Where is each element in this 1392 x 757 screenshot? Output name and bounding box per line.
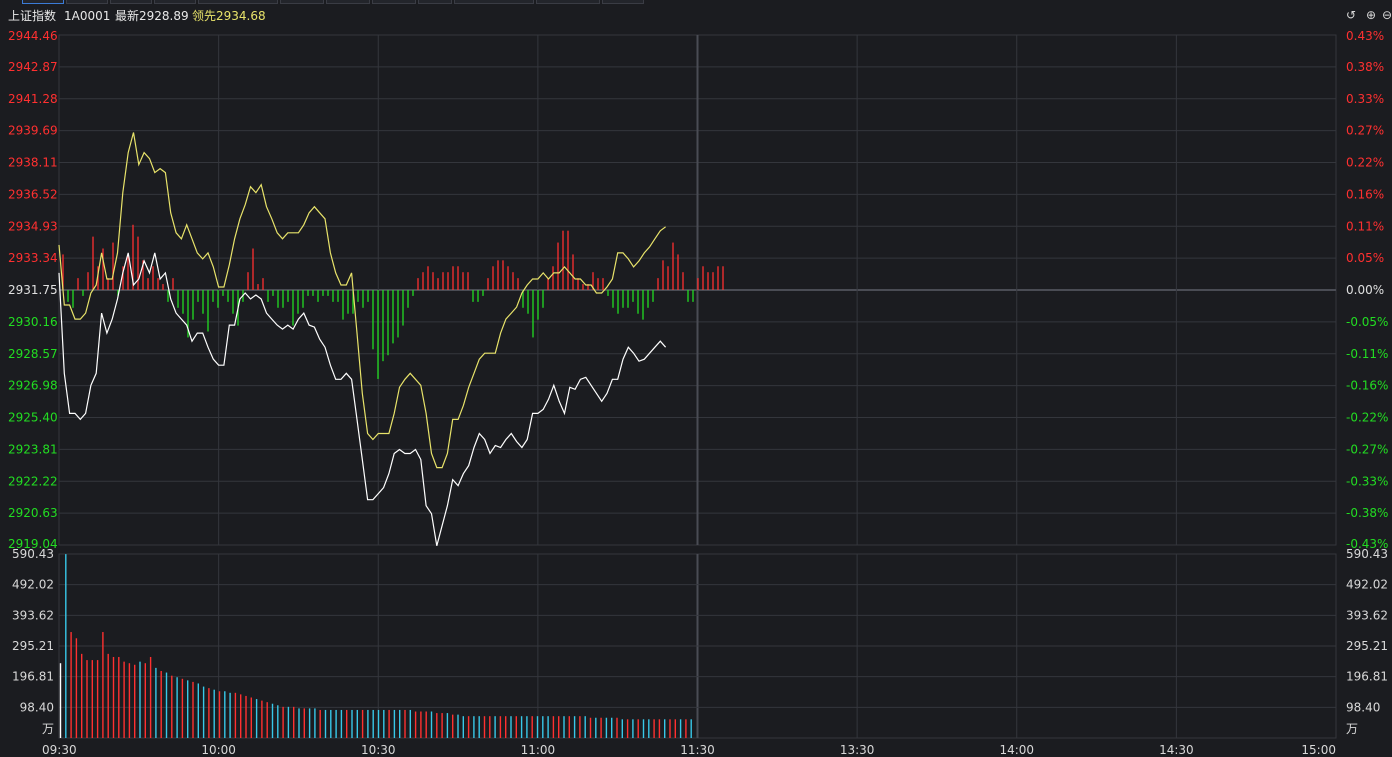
y-tick-label-right: 0.27% bbox=[1346, 124, 1384, 138]
y-tick-label-left: 2931.75 bbox=[8, 283, 58, 297]
latest-value: 最新2928.89 bbox=[115, 9, 189, 23]
y-tick-label-left: 2942.87 bbox=[8, 60, 58, 74]
volume-tick-label-right: 492.02 bbox=[1346, 578, 1388, 592]
latest-price-line bbox=[58, 252, 667, 546]
volume-tick-label-right: 393.62 bbox=[1346, 608, 1388, 622]
volume-tick-label-left: 98.40 bbox=[20, 700, 54, 714]
y-tick-label-right: 0.22% bbox=[1346, 156, 1384, 170]
y-tick-label-right: 0.05% bbox=[1346, 251, 1384, 265]
index-code: 1A0001 bbox=[64, 9, 111, 23]
y-tick-label-right: 0.43% bbox=[1346, 29, 1384, 43]
y-tick-label-left: 2941.28 bbox=[8, 92, 58, 106]
y-tick-label-right: -0.16% bbox=[1346, 379, 1388, 393]
y-tick-label-right: 0.38% bbox=[1346, 60, 1384, 74]
x-tick-label: 14:00 bbox=[999, 743, 1034, 757]
tab-stub[interactable] bbox=[372, 0, 416, 4]
top-strip bbox=[0, 0, 1392, 5]
x-tick-label: 11:00 bbox=[521, 743, 556, 757]
y-tick-label-right: -0.27% bbox=[1346, 442, 1388, 456]
tab-stub[interactable] bbox=[280, 0, 324, 4]
y-tick-label-left: 2938.11 bbox=[8, 156, 58, 170]
volume-tick-label-left: 492.02 bbox=[12, 578, 54, 592]
lead-value: 领先2934.68 bbox=[192, 9, 266, 23]
lead-price-line bbox=[58, 132, 666, 469]
tab-stub[interactable] bbox=[454, 0, 534, 4]
y-tick-label-right: 0.16% bbox=[1346, 187, 1384, 201]
volume-tick-label-right: 196.81 bbox=[1346, 670, 1388, 684]
volume-tick-label-left: 393.62 bbox=[12, 608, 54, 622]
y-tick-label-right: -0.22% bbox=[1346, 411, 1388, 425]
y-tick-label-right: -0.33% bbox=[1346, 474, 1388, 488]
tab-stub[interactable] bbox=[418, 0, 452, 4]
y-tick-label-left: 2936.52 bbox=[8, 187, 58, 201]
tab-stub[interactable] bbox=[66, 0, 108, 4]
tab-stub[interactable] bbox=[110, 0, 152, 4]
zoom-in-icon[interactable]: ⊕ bbox=[1365, 8, 1377, 22]
volume-unit-right: 万 bbox=[1346, 722, 1358, 736]
y-tick-label-right: -0.05% bbox=[1346, 315, 1388, 329]
y-tick-label-left: 2933.34 bbox=[8, 251, 58, 265]
index-name: 上证指数 bbox=[8, 9, 57, 23]
y-tick-label-right: -0.43% bbox=[1346, 537, 1388, 551]
y-tick-label-left: 2930.16 bbox=[8, 315, 58, 329]
x-tick-label: 14:30 bbox=[1159, 743, 1194, 757]
volume-tick-label-left: 590.43 bbox=[12, 547, 54, 561]
x-tick-label: 15:00 bbox=[1301, 743, 1336, 757]
y-tick-label-left: 2925.40 bbox=[8, 411, 58, 425]
y-tick-label-left: 2923.81 bbox=[8, 442, 58, 456]
tab-stub-active[interactable] bbox=[22, 0, 64, 4]
chart-header: 上证指数 1A0001 最新2928.89 领先2934.68 bbox=[0, 6, 1392, 26]
x-tick-label: 11:30 bbox=[680, 743, 715, 757]
zoom-out-icon[interactable]: ⊖ bbox=[1382, 8, 1392, 22]
y-tick-label-left: 2934.93 bbox=[8, 219, 58, 233]
x-tick-label: 13:30 bbox=[840, 743, 875, 757]
y-tick-label-left: 2944.46 bbox=[8, 29, 58, 43]
volume-tick-label-right: 295.21 bbox=[1346, 639, 1388, 653]
volume-tick-label-left: 295.21 bbox=[12, 639, 54, 653]
volume-tick-label-left: 196.81 bbox=[12, 670, 54, 684]
volume-tick-label-right: 590.43 bbox=[1346, 547, 1388, 561]
x-tick-label: 09:30 bbox=[42, 743, 77, 757]
volume-tick-label-right: 98.40 bbox=[1346, 700, 1380, 714]
tab-stub[interactable] bbox=[154, 0, 196, 4]
y-tick-label-left: 2920.63 bbox=[8, 506, 58, 520]
tab-stub[interactable] bbox=[536, 0, 600, 4]
y-tick-label-left: 2926.98 bbox=[8, 379, 58, 393]
y-tick-label-left: 2928.57 bbox=[8, 347, 58, 361]
y-tick-label-left: 2939.69 bbox=[8, 124, 58, 138]
tab-stub[interactable] bbox=[602, 0, 644, 4]
x-tick-label: 10:00 bbox=[201, 743, 236, 757]
y-tick-label-right: 0.00% bbox=[1346, 283, 1384, 297]
y-tick-label-right: -0.38% bbox=[1346, 506, 1388, 520]
undo-icon[interactable]: ↺ bbox=[1345, 8, 1357, 22]
y-tick-label-right: 0.11% bbox=[1346, 219, 1384, 233]
x-tick-label: 10:30 bbox=[361, 743, 396, 757]
y-tick-label-right: -0.11% bbox=[1346, 347, 1388, 361]
volume-unit-left: 万 bbox=[42, 722, 54, 736]
tab-stub[interactable] bbox=[198, 0, 278, 4]
y-tick-label-right: 0.33% bbox=[1346, 92, 1384, 106]
y-tick-label-left: 2922.22 bbox=[8, 474, 58, 488]
tab-stub[interactable] bbox=[326, 0, 370, 4]
y-tick-label-left: 2919.04 bbox=[8, 537, 58, 551]
